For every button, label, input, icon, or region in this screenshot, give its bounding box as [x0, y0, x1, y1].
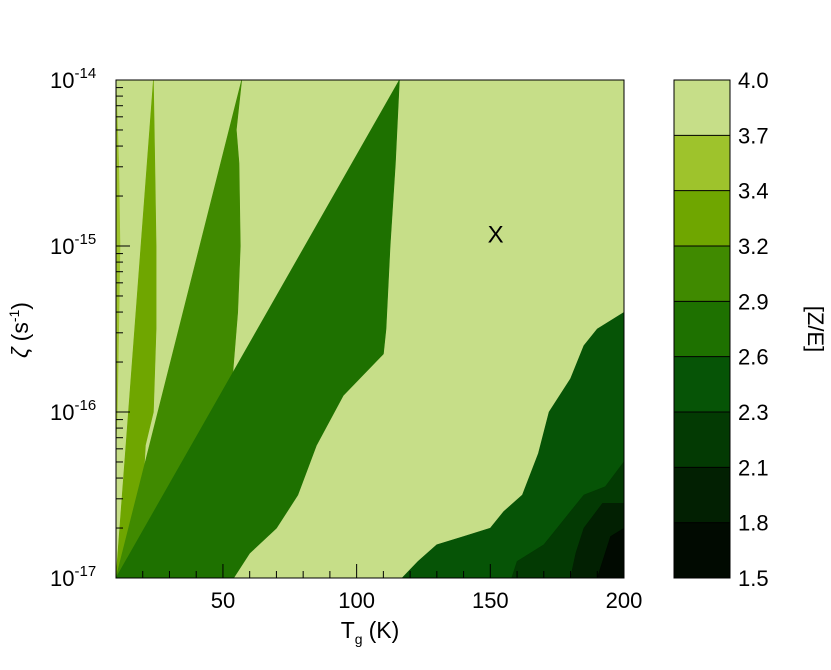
contour-region-2.6-2.9 — [116, 80, 400, 578]
x-tick-label: 150 — [472, 588, 509, 613]
colorbar-swatch-3.2-3.4 — [674, 190, 730, 246]
annotations: X — [488, 221, 504, 248]
colorbar-swatch-2.1-2.3 — [674, 412, 730, 468]
colorbar-tick-label: 1.8 — [738, 511, 769, 536]
plot-area — [116, 80, 624, 578]
plot-frame — [115, 79, 625, 579]
colorbar-frame — [673, 79, 731, 579]
y-tick-label: 10-17 — [50, 563, 96, 591]
x-tick-label: 50 — [211, 588, 235, 613]
colorbar-label: [Z/E] — [803, 306, 828, 352]
colorbar — [673, 79, 731, 579]
colorbar-tick-label: 2.3 — [738, 400, 769, 425]
y-tick-label: 10-16 — [50, 397, 96, 425]
colorbar-swatch-2.3-2.6 — [674, 356, 730, 412]
x-tick-label: 200 — [606, 588, 643, 613]
colorbar-tick-label: 2.1 — [738, 455, 769, 480]
colorbar-tick-label: 3.2 — [738, 234, 769, 259]
colorbar-tick-label: 3.4 — [738, 179, 769, 204]
contour-region-1.5-1.8 — [596, 527, 624, 578]
x-axis-ticks: 50 100 150 200 — [142, 564, 643, 613]
y-axis-label: ζ(s-1) — [6, 302, 33, 358]
colorbar-swatch-2.9-3.2 — [674, 246, 730, 302]
annotation-marker: X — [488, 221, 504, 248]
colorbar-tick-label: 2.9 — [738, 289, 769, 314]
y-axis-ticks: 10-17 10-16 10-15 10-14 — [50, 65, 130, 591]
y-axis-label-superscript: -1 — [6, 309, 22, 322]
y-tick-label: 10-14 — [50, 65, 96, 93]
x-axis-label: Tg (K) — [341, 617, 400, 647]
contour-region-2.3-2.6 — [401, 312, 624, 578]
colorbar-tick-labels: 1.5 1.8 2.1 2.3 2.6 2.9 3.2 3.4 3.7 4.0 — [738, 68, 769, 591]
colorbar-swatch-2.6-2.9 — [674, 301, 730, 357]
y-tick-label: 10-15 — [50, 231, 96, 259]
y-minor-ticks — [116, 87, 123, 529]
x-axis-label-subscript: g — [355, 631, 363, 647]
colorbar-swatch-3.4-3.7 — [674, 135, 730, 191]
colorbar-tick-label: 2.6 — [738, 345, 769, 370]
x-tick-label: 100 — [338, 588, 375, 613]
contour-region-3.2-3.4 — [116, 80, 157, 578]
colorbar-swatch-3.7-4.0 — [674, 80, 730, 136]
colorbar-tick-label: 3.7 — [738, 123, 769, 148]
colorbar-swatch-1.8-2.1 — [674, 467, 730, 523]
contour-region-3.4-3.7 — [116, 80, 121, 446]
colorbar-swatch-1.5-1.8 — [674, 522, 730, 578]
colorbar-tick-label: 1.5 — [738, 566, 769, 591]
colorbar-tick-label: 4.0 — [738, 68, 769, 93]
